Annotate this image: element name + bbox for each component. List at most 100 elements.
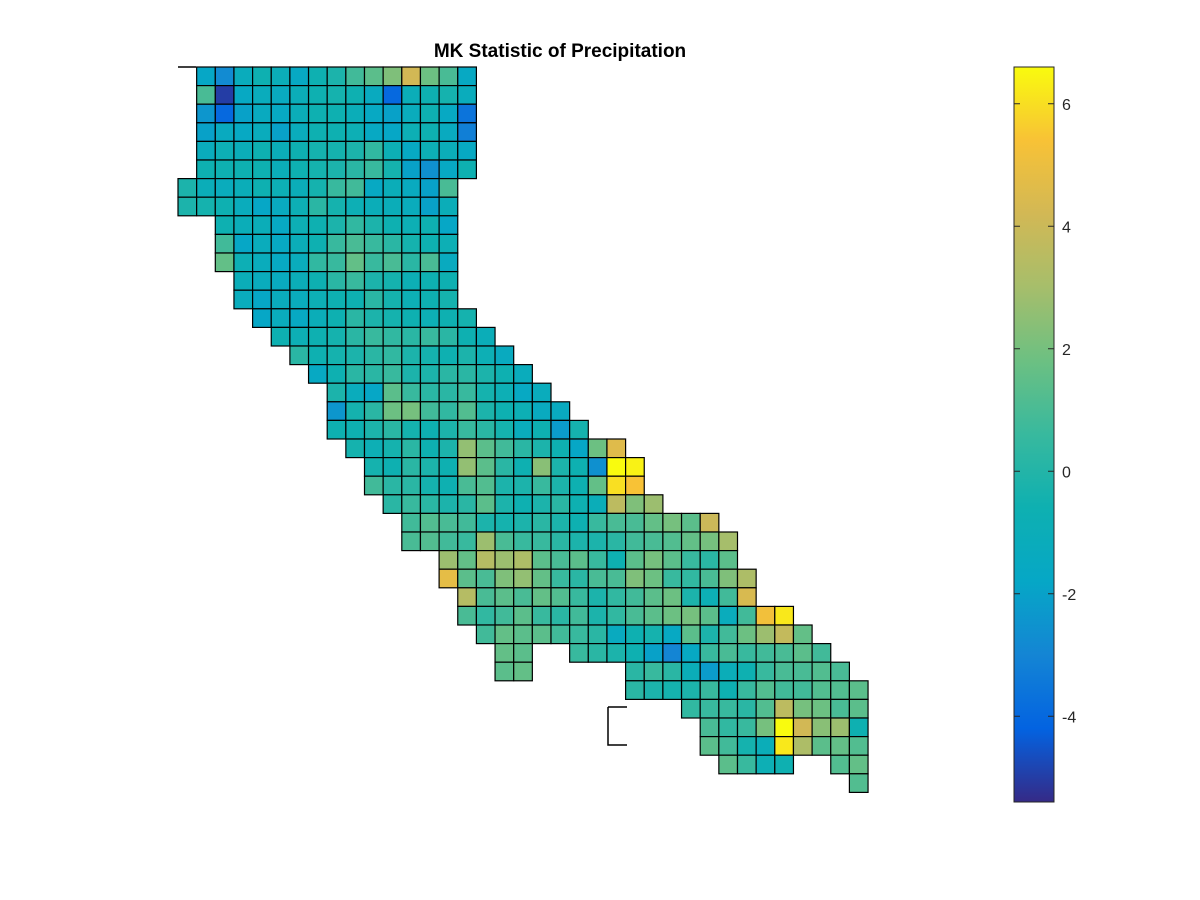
map-cell — [363, 382, 384, 403]
map-cell — [345, 122, 366, 143]
map-cell — [475, 382, 496, 403]
map-cell — [345, 345, 366, 366]
map-cell — [289, 66, 310, 87]
map-cell — [233, 84, 254, 105]
map-cell — [252, 271, 272, 291]
map-cell — [270, 103, 291, 124]
map-cell — [307, 345, 328, 366]
map-cell — [401, 140, 422, 161]
map-cell — [382, 494, 403, 514]
map-cell — [289, 233, 310, 254]
map-cell — [419, 233, 440, 254]
map-cell — [550, 549, 571, 570]
map-cell — [718, 624, 739, 645]
map-cell — [606, 587, 627, 607]
map-cell — [419, 494, 440, 514]
map-cell — [252, 84, 272, 105]
map-cell — [848, 717, 869, 738]
colorbar: -4 -2 0 2 4 6 — [1013, 66, 1076, 803]
map-cell — [531, 494, 552, 514]
map-cell — [830, 735, 850, 756]
map-cell — [680, 661, 701, 682]
map-cell — [513, 512, 533, 533]
map-cell — [345, 66, 366, 87]
map-cell — [401, 345, 422, 366]
map-cell — [438, 66, 459, 87]
map-cell — [718, 549, 739, 570]
map-cell — [270, 326, 291, 347]
map-cell — [624, 494, 645, 514]
map-cell — [196, 140, 216, 161]
map-cell — [643, 605, 664, 626]
map-cell — [438, 233, 459, 254]
map-cell — [382, 84, 403, 105]
map-cell — [438, 531, 459, 552]
map-cell — [363, 457, 384, 477]
map-cell — [587, 494, 608, 514]
map-cell — [718, 717, 739, 738]
map-cell — [811, 735, 832, 756]
map-cell — [252, 66, 272, 87]
map-cell — [587, 475, 608, 496]
map-cell — [289, 215, 310, 236]
map-cell — [270, 233, 291, 254]
map-cell — [662, 642, 683, 663]
map-cell — [494, 512, 515, 533]
map-cell — [494, 568, 515, 589]
map-cell — [662, 549, 683, 570]
map-cell — [401, 178, 422, 198]
map-cell — [755, 661, 776, 682]
map-cell — [587, 587, 608, 607]
map-cell — [513, 642, 533, 663]
map-cell — [718, 587, 739, 607]
map-cell — [699, 568, 720, 589]
map-cell — [736, 587, 757, 607]
map-cell — [699, 605, 720, 626]
map-cell — [624, 512, 645, 533]
map-cell — [382, 475, 403, 496]
map-cell — [811, 661, 832, 682]
map-cell — [569, 419, 589, 440]
map-cell — [513, 457, 533, 477]
map-cell — [419, 457, 440, 477]
map-cell — [494, 419, 515, 440]
map-cell — [363, 401, 384, 421]
map-cell — [401, 159, 422, 180]
map-cell — [326, 289, 347, 310]
map-cell — [233, 103, 254, 124]
map-cell — [419, 438, 440, 459]
map-cell — [513, 549, 533, 570]
map-cell — [587, 512, 608, 533]
map-cell — [233, 66, 254, 87]
map-cell — [196, 103, 216, 124]
map-cell — [774, 624, 795, 645]
map-cell — [401, 66, 422, 87]
map-cell — [662, 680, 683, 700]
map-cell — [326, 215, 347, 236]
map-cell — [214, 159, 235, 180]
map-cell — [513, 401, 533, 421]
map-cell — [457, 401, 477, 421]
map-cell — [662, 587, 683, 607]
colorbar-tick-label: 2 — [1062, 342, 1071, 359]
map-cell — [307, 271, 328, 291]
map-cell — [643, 549, 664, 570]
map-cell — [363, 326, 384, 347]
map-cell — [513, 419, 533, 440]
map-cell — [736, 717, 757, 738]
map-cell — [326, 196, 347, 217]
map-cell — [401, 438, 422, 459]
map-cell — [475, 345, 496, 366]
map-cell — [326, 233, 347, 254]
map-cell — [419, 531, 440, 552]
map-cell — [307, 196, 328, 217]
map-cell — [307, 159, 328, 180]
map-cell — [438, 512, 459, 533]
map-cell — [494, 345, 515, 366]
colorbar-tick-label: 0 — [1062, 464, 1071, 481]
map-cell — [270, 308, 291, 328]
map-cell — [345, 382, 366, 403]
map-cell — [252, 159, 272, 180]
map-cell — [382, 66, 403, 87]
map-cell — [252, 289, 272, 310]
